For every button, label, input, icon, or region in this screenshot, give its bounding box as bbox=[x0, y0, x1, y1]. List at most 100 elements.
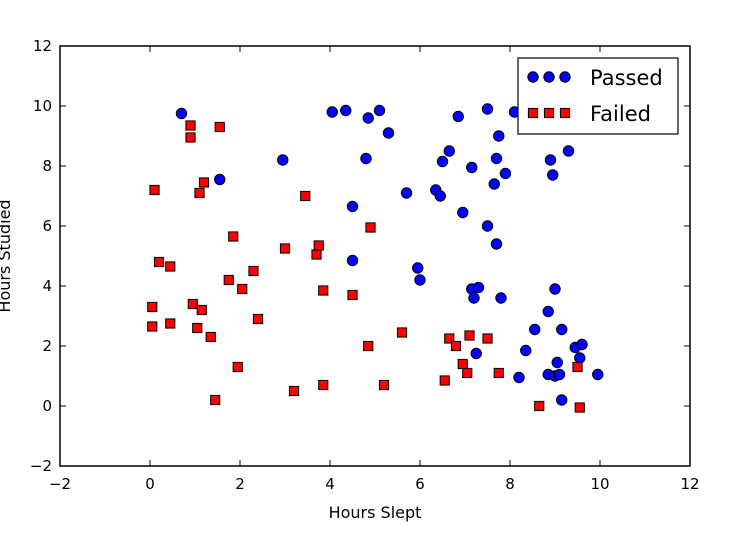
failed-point bbox=[147, 301, 158, 313]
failed-point bbox=[165, 318, 176, 329]
failed-point bbox=[279, 243, 291, 254]
passed-point bbox=[452, 110, 464, 123]
x-tick-label: 6 bbox=[415, 475, 425, 493]
failed-point bbox=[196, 304, 207, 316]
passed-point bbox=[468, 292, 480, 304]
failed-point bbox=[363, 340, 374, 352]
failed-point bbox=[347, 289, 358, 301]
x-tick-label: 8 bbox=[505, 475, 515, 493]
y-tick-label: 0 bbox=[42, 397, 52, 415]
passed-point bbox=[529, 323, 541, 336]
passed-point bbox=[470, 347, 482, 360]
legend-entries: Passed Failed bbox=[527, 66, 663, 126]
passed-point bbox=[490, 238, 503, 250]
failed-point bbox=[205, 331, 216, 343]
passed-point bbox=[495, 292, 507, 304]
failed-point bbox=[311, 249, 322, 260]
passed-point bbox=[400, 187, 413, 199]
failed-point bbox=[457, 358, 468, 370]
x-tick-label: −2 bbox=[49, 475, 71, 493]
failed-point bbox=[318, 285, 329, 296]
passed-point bbox=[544, 154, 557, 166]
failed-point bbox=[232, 361, 243, 373]
passed-point bbox=[346, 200, 359, 213]
passed-point bbox=[472, 281, 485, 294]
passed-point bbox=[520, 344, 532, 357]
failed-point bbox=[365, 222, 376, 233]
passed-point bbox=[382, 127, 395, 139]
passed-point bbox=[576, 338, 588, 351]
data-points bbox=[147, 103, 604, 413]
failed-point bbox=[534, 400, 545, 412]
passed-point bbox=[481, 220, 494, 232]
failed-point bbox=[318, 379, 329, 391]
failed-point bbox=[493, 367, 504, 379]
legend-marker-passed bbox=[527, 71, 539, 83]
y-tick-label: 10 bbox=[33, 97, 52, 115]
legend-box bbox=[517, 57, 679, 135]
legend-marker-passed bbox=[543, 71, 555, 83]
passed-point bbox=[466, 161, 478, 174]
failed-point bbox=[185, 132, 196, 143]
passed-point bbox=[592, 368, 604, 381]
y-tick-label: −2 bbox=[30, 457, 52, 475]
x-tick-label: 4 bbox=[325, 475, 335, 493]
failed-point bbox=[574, 402, 585, 413]
passed-point bbox=[556, 394, 568, 406]
failed-point bbox=[252, 313, 264, 325]
x-tick-label: 2 bbox=[235, 475, 245, 493]
legend-label-passed: Passed bbox=[590, 66, 663, 90]
failed-point bbox=[214, 121, 225, 133]
failed-point bbox=[378, 379, 390, 391]
y-tick-label: 6 bbox=[42, 217, 52, 235]
passed-point bbox=[513, 371, 525, 384]
passed-point bbox=[360, 152, 372, 165]
y-tick-label: 8 bbox=[42, 157, 52, 175]
failed-point bbox=[462, 367, 473, 379]
passed-point bbox=[481, 103, 494, 115]
failed-point bbox=[187, 298, 198, 310]
legend-marker-failed bbox=[543, 107, 555, 119]
failed-point bbox=[248, 265, 259, 277]
passed-point bbox=[488, 178, 500, 190]
x-tick-label: 0 bbox=[145, 475, 155, 493]
failed-point bbox=[439, 375, 450, 386]
passed-point bbox=[326, 106, 338, 118]
passed-point bbox=[490, 152, 503, 165]
failed-point bbox=[450, 340, 462, 352]
legend: Passed Failed bbox=[517, 57, 679, 135]
x-axis-ticks: −2 0 2 4 6 8 10 12 bbox=[49, 46, 700, 493]
x-tick-label: 10 bbox=[590, 475, 609, 493]
passed-point bbox=[436, 155, 449, 168]
y-tick-label: 2 bbox=[42, 337, 52, 355]
failed-point bbox=[288, 385, 300, 397]
failed-point bbox=[464, 330, 475, 341]
passed-point bbox=[373, 104, 386, 117]
legend-marker-failed bbox=[559, 107, 571, 119]
failed-point bbox=[482, 333, 493, 344]
failed-point bbox=[192, 322, 203, 334]
y-tick-label: 12 bbox=[33, 37, 52, 55]
failed-point bbox=[396, 327, 408, 338]
passed-point bbox=[434, 190, 446, 202]
passed-point bbox=[214, 173, 226, 186]
passed-point bbox=[443, 145, 455, 157]
passed-point bbox=[493, 130, 505, 142]
passed-point bbox=[346, 254, 359, 267]
passed-point bbox=[340, 104, 352, 117]
plot-frame bbox=[59, 45, 691, 467]
passed-point bbox=[412, 262, 424, 274]
legend-marker-failed bbox=[527, 107, 539, 119]
failed-point bbox=[572, 361, 583, 373]
failed-point bbox=[444, 333, 455, 344]
passed-point bbox=[553, 368, 566, 381]
failed-point bbox=[300, 190, 311, 202]
passed-point bbox=[562, 145, 575, 157]
failed-point bbox=[210, 394, 221, 406]
passed-point bbox=[499, 167, 512, 180]
failed-point bbox=[194, 187, 205, 199]
failed-point bbox=[165, 261, 176, 272]
failed-point bbox=[149, 184, 160, 196]
legend-label-failed: Failed bbox=[590, 102, 651, 126]
